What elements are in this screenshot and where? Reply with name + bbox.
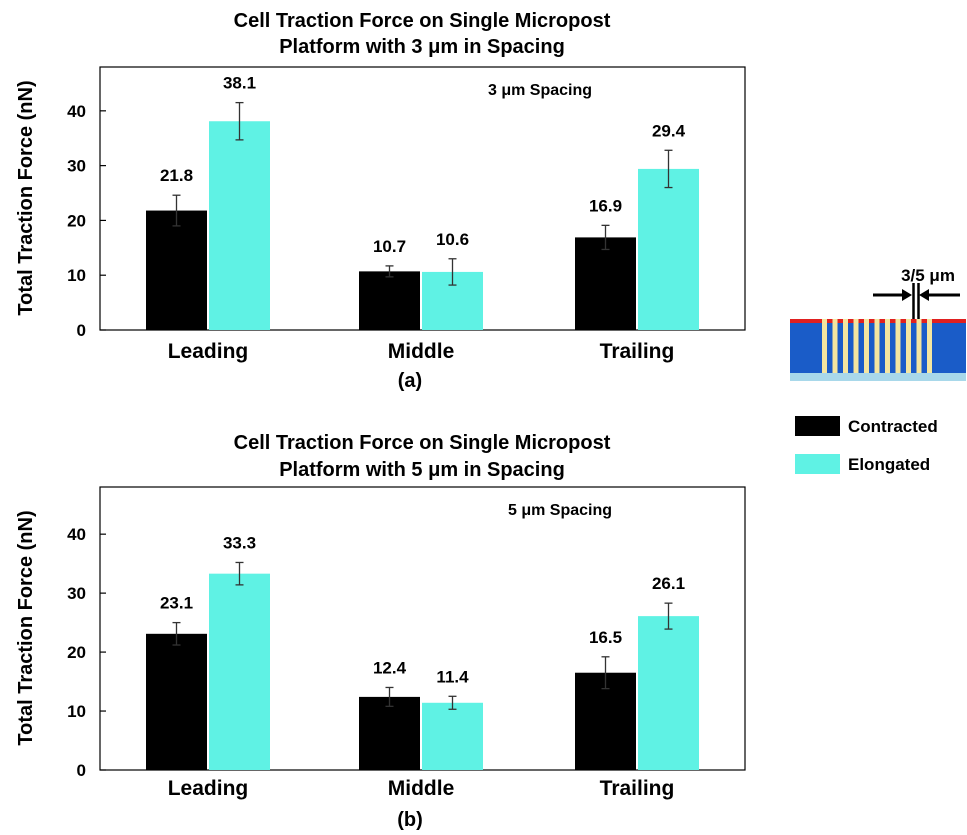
bar-elongated <box>638 168 699 330</box>
data-label: 16.5 <box>589 628 622 647</box>
chart-title: Platform with 5 μm in Spacing <box>279 459 565 481</box>
schematic-post <box>885 319 890 373</box>
bar-elongated <box>209 121 270 331</box>
y-tick-label: 40 <box>67 525 86 544</box>
data-label: 11.4 <box>436 667 469 686</box>
data-label: 26.1 <box>652 574 685 593</box>
y-tick-label: 40 <box>67 102 86 121</box>
panel-label: (a) <box>398 370 422 392</box>
arrow-left-head <box>902 289 912 301</box>
y-axis-label: Total Traction Force (nN) <box>15 80 37 315</box>
schematic-post <box>864 319 869 373</box>
schematic-post <box>906 319 911 373</box>
data-label: 38.1 <box>223 74 256 93</box>
charts-layer: Cell Traction Force on Single Micropost P… <box>15 10 746 831</box>
data-label: 10.6 <box>436 230 469 249</box>
data-label: 33.3 <box>223 533 256 552</box>
x-tick-label: Middle <box>388 777 455 800</box>
y-tick-label: 0 <box>77 761 86 780</box>
spacing-annotation: 5 μm Spacing <box>508 502 612 519</box>
data-label: 23.1 <box>160 594 193 613</box>
bar-elongated <box>638 616 699 770</box>
bar-contracted <box>146 210 207 330</box>
bar-contracted <box>359 271 420 330</box>
x-tick-label: Leading <box>168 777 249 800</box>
legend-swatch-contracted <box>795 416 840 436</box>
spacing-annotation: 3 μm Spacing <box>488 82 592 99</box>
y-tick-label: 10 <box>67 702 86 721</box>
x-tick-label: Trailing <box>600 777 675 800</box>
y-tick-label: 20 <box>67 643 86 662</box>
x-tick-label: Leading <box>168 340 249 363</box>
chart-title: Cell Traction Force on Single Micropost <box>234 10 611 32</box>
schematic-post <box>832 319 838 373</box>
chart-panel-2: Cell Traction Force on Single Micropost P… <box>15 432 746 831</box>
data-label: 21.8 <box>160 166 193 185</box>
schematic-label: 3/5 μm <box>901 266 955 285</box>
data-label: 16.9 <box>589 196 622 215</box>
schematic-posts <box>822 319 932 373</box>
micropost-schematic: 3/5 μm <box>790 266 966 381</box>
schematic-post <box>916 319 922 373</box>
y-tick-label: 10 <box>67 266 86 285</box>
schematic-post <box>927 319 932 373</box>
legend-swatch-elongated <box>795 454 840 474</box>
x-tick-label: Middle <box>388 340 455 363</box>
arrow-right-head <box>919 289 929 301</box>
legend-label-elongated: Elongated <box>848 455 930 474</box>
y-tick-label: 0 <box>77 321 86 340</box>
data-label: 10.7 <box>373 237 406 256</box>
schematic-post <box>874 319 880 373</box>
x-tick-label: Trailing <box>600 340 675 363</box>
chart-panel-1: Cell Traction Force on Single Micropost P… <box>15 10 746 392</box>
bar-elongated <box>209 573 270 770</box>
legend: Contracted Elongated <box>795 416 938 474</box>
bar-contracted <box>575 237 636 330</box>
y-axis-label: Total Traction Force (nN) <box>15 510 37 745</box>
schematic-post <box>895 319 901 373</box>
panel-label: (b) <box>397 809 423 831</box>
y-tick-label: 30 <box>67 157 86 176</box>
data-label: 12.4 <box>373 658 407 677</box>
chart-title: Cell Traction Force on Single Micropost <box>234 432 611 454</box>
bar-contracted <box>359 696 420 770</box>
schematic-base <box>790 373 966 381</box>
legend-label-contracted: Contracted <box>848 417 938 436</box>
data-label: 29.4 <box>652 121 686 140</box>
bar-contracted <box>146 633 207 770</box>
schematic-post <box>843 319 848 373</box>
y-tick-label: 30 <box>67 584 86 603</box>
schematic-post <box>822 319 827 373</box>
chart-title: Platform with 3 μm in Spacing <box>279 36 565 58</box>
y-tick-label: 20 <box>67 211 86 230</box>
schematic-post <box>853 319 859 373</box>
bar-elongated <box>422 702 483 770</box>
